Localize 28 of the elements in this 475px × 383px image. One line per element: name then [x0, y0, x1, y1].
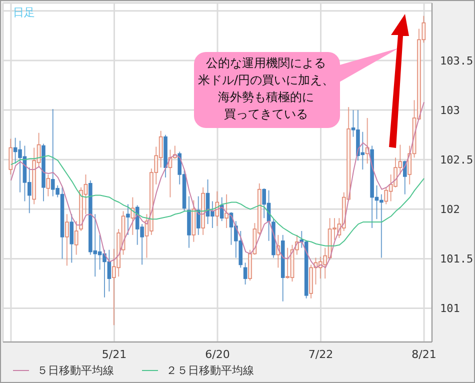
candlestick — [74, 220, 78, 256]
legend-label: ５日移動平均線 — [37, 363, 114, 378]
annotation: 買ってきている — [223, 106, 309, 123]
x-tick-label: 5/21 — [102, 348, 127, 361]
candlestick — [243, 262, 248, 286]
candlestick — [384, 186, 388, 205]
annotation: 米ドル/円の買いに加え、 — [196, 72, 336, 89]
y-tick-label: 103.5 — [440, 54, 474, 68]
y-tick-label: 102.5 — [440, 154, 474, 167]
legend-label: ２５日移動平均線 — [166, 363, 254, 378]
annotation: 公的な運用機関による — [205, 55, 327, 72]
candlestick — [46, 174, 50, 197]
x-tick-label: 7/22 — [308, 348, 334, 361]
x-tick-label: 6/20 — [205, 348, 230, 361]
chart-title: 日足 — [13, 5, 35, 20]
candlestick — [126, 204, 130, 236]
y-tick-label: 101.5 — [440, 252, 474, 266]
candlestick — [8, 138, 13, 175]
annotation: 海外勢も積極的に — [217, 89, 315, 106]
candlestick — [65, 214, 69, 266]
y-tick-label: 101 — [440, 302, 460, 316]
candlestick — [70, 214, 74, 264]
candlestick — [224, 194, 228, 229]
candlestick — [403, 160, 407, 195]
x-tick-label: 8/21 — [412, 348, 436, 361]
y-tick-label: 103 — [440, 104, 460, 117]
y-tick-label: 102 — [440, 203, 460, 216]
candlestick — [196, 196, 200, 236]
